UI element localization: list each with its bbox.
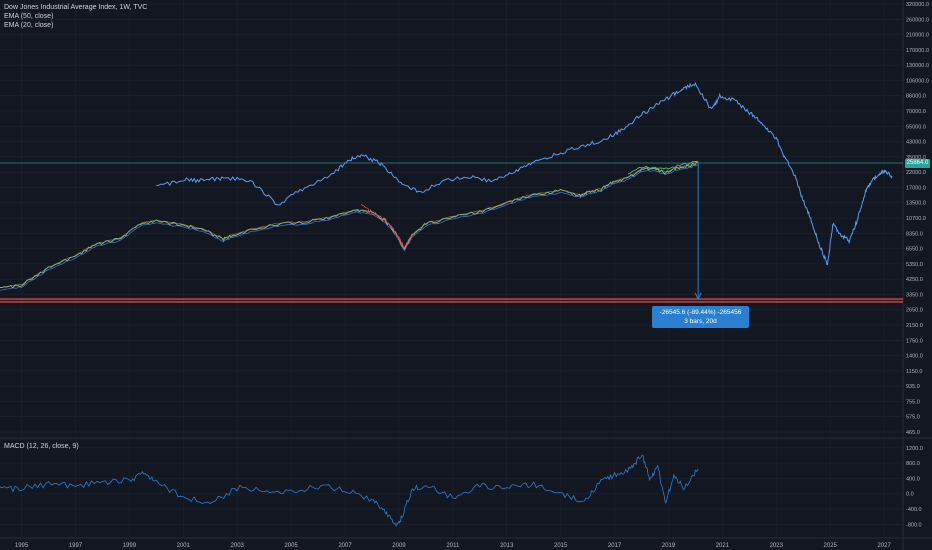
measure-layer [694, 162, 702, 301]
y-tick-label: 35000.0 [906, 155, 926, 161]
y-tick-label: 70000.0 [906, 109, 926, 115]
y-tick-label: 575.0 [906, 415, 920, 421]
x-tick-label: 1995 [15, 543, 29, 549]
x-tick-label: 2007 [338, 543, 352, 549]
x-tick-label: 2015 [554, 543, 568, 549]
x-tick-label: 2011 [446, 543, 460, 549]
y-tick-label: 13500.0 [906, 201, 926, 207]
measure-duration: 3 bars, 20d [684, 318, 717, 325]
x-tick-label: 2019 [662, 543, 676, 549]
price-line [0, 160, 699, 289]
legend-ema50[interactable]: EMA (50, close) [4, 13, 54, 20]
y-tick-label: 130000.0 [906, 63, 929, 69]
time-axis[interactable]: 1995 1997 1999 2001 2003 2005 2007 2009 2011 2013… [15, 543, 892, 549]
x-tick-label: 1999 [123, 543, 137, 549]
y-tick-label: 8350.0 [906, 231, 923, 237]
macd-axis[interactable]: 1200.0 800.0 400.0 0.0 -400.0 -800.0 [906, 446, 923, 529]
legend-symbol[interactable]: Dow Jones Industrial Average Index, 1W, … [4, 4, 148, 11]
y-tick-label: 320000.0 [906, 2, 929, 8]
y-tick-label: 17000.0 [906, 185, 926, 191]
macd-tick-label: 800.0 [906, 461, 920, 467]
ema20-line [0, 161, 699, 289]
x-tick-label: 2027 [877, 543, 891, 549]
y-tick-label: 210000.0 [906, 33, 929, 39]
x-tick-label: 2003 [231, 543, 245, 549]
current-price-badge: 25864.0 [905, 159, 930, 168]
macd-line [0, 454, 699, 528]
y-tick-label: 935.0 [906, 384, 920, 390]
macd-tick-label: 0.0 [906, 492, 914, 498]
y-tick-label: 260000.0 [906, 17, 929, 23]
y-tick-label: 86000.0 [906, 94, 926, 100]
x-tick-label: 2023 [770, 543, 784, 549]
x-tick-label: 2009 [392, 543, 406, 549]
y-tick-label: 1750.0 [906, 338, 923, 344]
y-tick-label: 4250.0 [906, 277, 923, 283]
series-layer [0, 81, 893, 528]
y-tick-label: 22000.0 [906, 170, 926, 176]
price-axis[interactable]: 320000.0 260000.0 210000.0 170000.0 130000.0… [906, 2, 929, 436]
x-tick-label: 2005 [284, 543, 298, 549]
y-tick-label: 1400.0 [906, 354, 923, 360]
y-tick-label: 2150.0 [906, 323, 923, 329]
macd-tick-label: 1200.0 [906, 446, 923, 452]
x-tick-label: 2021 [716, 543, 730, 549]
y-tick-label: 2650.0 [906, 308, 923, 314]
y-tick-label: 5350.0 [906, 262, 923, 268]
legend-macd[interactable]: MACD (12, 26, close, 9) [4, 443, 79, 450]
crash-segment [360, 203, 413, 249]
y-tick-label: 106000.0 [906, 78, 929, 84]
x-tick-label: 2001 [177, 543, 191, 549]
ema50-line [0, 163, 699, 291]
x-tick-label: 1997 [69, 543, 83, 549]
y-tick-label: 465.0 [906, 430, 920, 436]
x-tick-label: 2025 [824, 543, 838, 549]
measure-change: -26545.6 (-89.44%) -265456 [659, 309, 742, 316]
support-zone [0, 299, 903, 302]
y-tick-label: 6550.0 [906, 247, 923, 253]
x-tick-label: 2013 [500, 543, 514, 549]
y-tick-label: 1150.0 [906, 369, 922, 375]
legend-ema20[interactable]: EMA (20, close) [4, 22, 54, 29]
projection-line [156, 81, 893, 265]
measure-arrowhead [694, 292, 702, 301]
y-tick-label: 170000.0 [906, 48, 929, 54]
y-tick-label: 55000.0 [906, 124, 926, 130]
macd-tick-label: 400.0 [906, 476, 920, 482]
x-tick-label: 2017 [608, 543, 622, 549]
y-tick-label: 10700.0 [906, 216, 926, 222]
y-tick-label: 3350.0 [906, 292, 923, 298]
macd-tick-label: -400.0 [906, 507, 922, 513]
y-tick-label: 755.0 [906, 399, 920, 405]
measure-label: -26545.6 (-89.44%) -265456 3 bars, 20d [652, 306, 749, 328]
highlight-segment [627, 160, 699, 175]
y-tick-label: 43000.0 [906, 140, 926, 146]
macd-tick-label: -800.0 [906, 522, 922, 528]
horizontal-lines [0, 162, 903, 303]
